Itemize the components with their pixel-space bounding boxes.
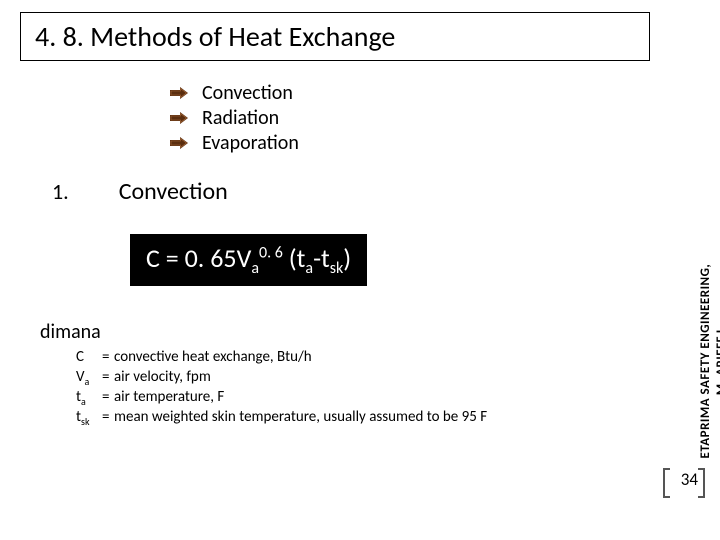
def-symbol: tsk	[76, 408, 102, 428]
bullet-list: Convection Radiation Evaporation	[170, 81, 680, 155]
def-symbol: C	[76, 348, 102, 368]
def-equals: =	[102, 408, 114, 428]
bullet-row: Evaporation	[170, 131, 680, 155]
formula-paren-open: (	[289, 242, 297, 274]
formula-box: C = 0. 65Va0. 6 (ta-tsk)	[130, 234, 367, 286]
definitions: C = convective heat exchange, Btu/h Va =…	[76, 348, 680, 428]
arrow-right-icon	[170, 112, 188, 124]
bullet-row: Convection	[170, 81, 680, 105]
arrow-right-icon	[170, 87, 188, 99]
side-line-1: ETAPRIMA SAFETY ENGINEERING,	[698, 264, 714, 459]
side-attribution: ETAPRIMA SAFETY ENGINEERING, M. ARIEFF.L	[698, 264, 720, 459]
section-number: 1.	[52, 178, 69, 205]
side-line-2: M. ARIEFF.L	[714, 264, 720, 459]
formula-coef: 0. 65	[185, 242, 237, 274]
bullet-label: Convection	[202, 81, 293, 105]
arrow-right-icon	[170, 137, 188, 149]
def-text: air velocity, fpm	[114, 368, 211, 388]
def-symbol: Va	[76, 368, 102, 388]
formula-minus: -	[313, 242, 321, 274]
def-text: air temperature, F	[114, 388, 224, 408]
definition-row: Va = air velocity, fpm	[76, 368, 680, 388]
bullet-label: Evaporation	[202, 131, 299, 155]
formula-var1-sub: a	[251, 259, 259, 278]
title-box: 4. 8. Methods of Heat Exchange	[20, 12, 650, 61]
where-label: dimana	[40, 320, 680, 344]
bullet-row: Radiation	[170, 106, 680, 130]
def-symbol: ta	[76, 388, 102, 408]
bullet-label: Radiation	[202, 106, 279, 130]
slide-title: 4. 8. Methods of Heat Exchange	[35, 19, 635, 54]
definition-row: tsk = mean weighted skin temperature, us…	[76, 408, 680, 428]
definition-row: C = convective heat exchange, Btu/h	[76, 348, 680, 368]
formula-exp: 0. 6	[259, 243, 283, 262]
def-equals: =	[102, 348, 114, 368]
formula-lhs: C	[146, 242, 160, 274]
def-equals: =	[102, 368, 114, 388]
section-heading: Convection	[119, 177, 228, 206]
formula-equals: =	[166, 242, 185, 274]
definition-row: ta = air temperature, F	[76, 388, 680, 408]
page-number: 34	[681, 469, 698, 490]
def-text: convective heat exchange, Btu/h	[114, 348, 312, 368]
section-row: 1. Convection	[52, 177, 680, 206]
def-text: mean weighted skin temperature, usually …	[114, 408, 487, 428]
formula-t2: t	[321, 242, 330, 274]
formula-var1: V	[237, 242, 252, 274]
formula-t2-sub: sk	[330, 259, 344, 278]
formula-t1-sub: a	[305, 259, 313, 278]
formula-paren-close: )	[343, 242, 351, 274]
def-equals: =	[102, 388, 114, 408]
